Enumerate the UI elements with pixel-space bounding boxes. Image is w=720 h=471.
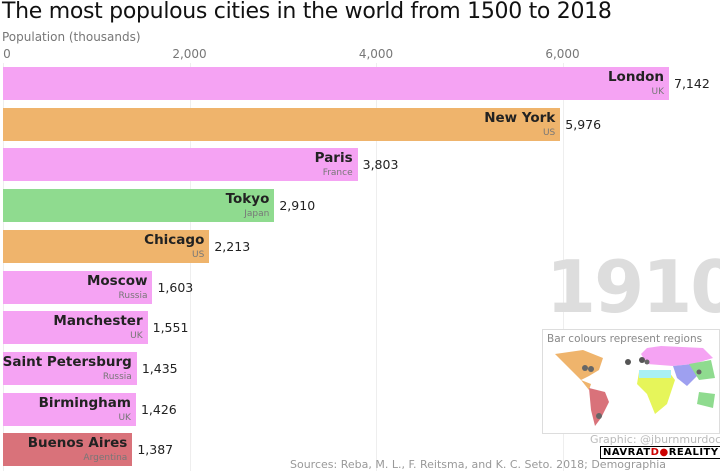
bar: London UK bbox=[3, 67, 669, 100]
bar-city-label: Paris bbox=[314, 150, 353, 167]
legend-title: Bar colours represent regions bbox=[547, 333, 703, 345]
bar-region-label: Russia bbox=[102, 371, 132, 382]
axis-label: Population (thousands) bbox=[2, 30, 141, 44]
gridline bbox=[562, 63, 564, 471]
bar: Buenos Aires Argentina bbox=[3, 433, 133, 467]
bar: Birmingham UK bbox=[3, 392, 136, 426]
bar: Chicago US bbox=[3, 229, 210, 263]
bar-city-label: New York bbox=[484, 109, 556, 126]
bar-region-label: US bbox=[542, 127, 556, 138]
watermark-logo: NAVRATD●REALITY bbox=[600, 446, 720, 459]
bar: New York US bbox=[3, 107, 561, 141]
bar-value-label: 1,551 bbox=[152, 320, 189, 336]
bar: Tokyo Japan bbox=[3, 189, 275, 223]
bar-value-label: 3,803 bbox=[362, 157, 399, 173]
bar-region-label: Japan bbox=[244, 209, 270, 220]
bar-value-label: 2,213 bbox=[214, 238, 251, 254]
bar-city-label: Chicago bbox=[144, 231, 205, 248]
bar-city-label: Buenos Aires bbox=[27, 435, 128, 452]
bar-value-label: 5,976 bbox=[565, 116, 602, 132]
source-note: Sources: Reba, M. L., F. Reitsma, and K.… bbox=[290, 458, 667, 471]
bar-region-label: UK bbox=[651, 87, 665, 97]
x-tick-label: 2,000 bbox=[172, 47, 207, 61]
bar-region-label: US bbox=[192, 249, 205, 260]
chart-title: The most populous cities in the world fr… bbox=[2, 0, 612, 24]
bar: Paris France bbox=[3, 148, 358, 182]
bar-city-label: Tokyo bbox=[225, 191, 270, 208]
bar-region-label: UK bbox=[130, 331, 143, 342]
gridline bbox=[376, 63, 377, 471]
credit: Graphic: @jburnmurdoch bbox=[590, 433, 720, 446]
bar-city-label: Saint Petersburg bbox=[2, 353, 132, 370]
bar: Saint Petersburg Russia bbox=[2, 351, 137, 385]
bar-region-label: UK bbox=[118, 412, 131, 423]
bar-value-label: 2,910 bbox=[279, 198, 316, 214]
bar: Manchester UK bbox=[3, 311, 148, 345]
x-tick-label: 6,000 bbox=[545, 47, 580, 61]
bar-region-label: France bbox=[322, 168, 353, 179]
world-map-icon bbox=[555, 346, 715, 426]
bar-value-label: 1,387 bbox=[137, 442, 174, 458]
bar-region-label: Russia bbox=[118, 290, 148, 301]
bar-value-label: 7,142 bbox=[674, 76, 710, 91]
bar-city-label: London bbox=[607, 69, 664, 85]
gridline bbox=[189, 63, 191, 471]
bar-value-label: 1,426 bbox=[140, 401, 177, 417]
bar-value-label: 1,435 bbox=[141, 360, 178, 376]
bar: Moscow Russia bbox=[3, 270, 153, 304]
region-legend: Bar colours represent regions bbox=[542, 329, 720, 434]
x-tick-label: 4,000 bbox=[358, 47, 394, 61]
year-label: 1910 bbox=[546, 245, 720, 329]
x-tick-label: 0 bbox=[3, 47, 11, 61]
bar-city-label: Manchester bbox=[53, 313, 143, 330]
gridline bbox=[3, 63, 4, 471]
bar-value-label: 1,603 bbox=[157, 279, 194, 295]
bar-region-label: Argentina bbox=[83, 453, 128, 464]
bar-city-label: Birmingham bbox=[38, 394, 131, 411]
bar-city-label: Moscow bbox=[86, 272, 148, 289]
